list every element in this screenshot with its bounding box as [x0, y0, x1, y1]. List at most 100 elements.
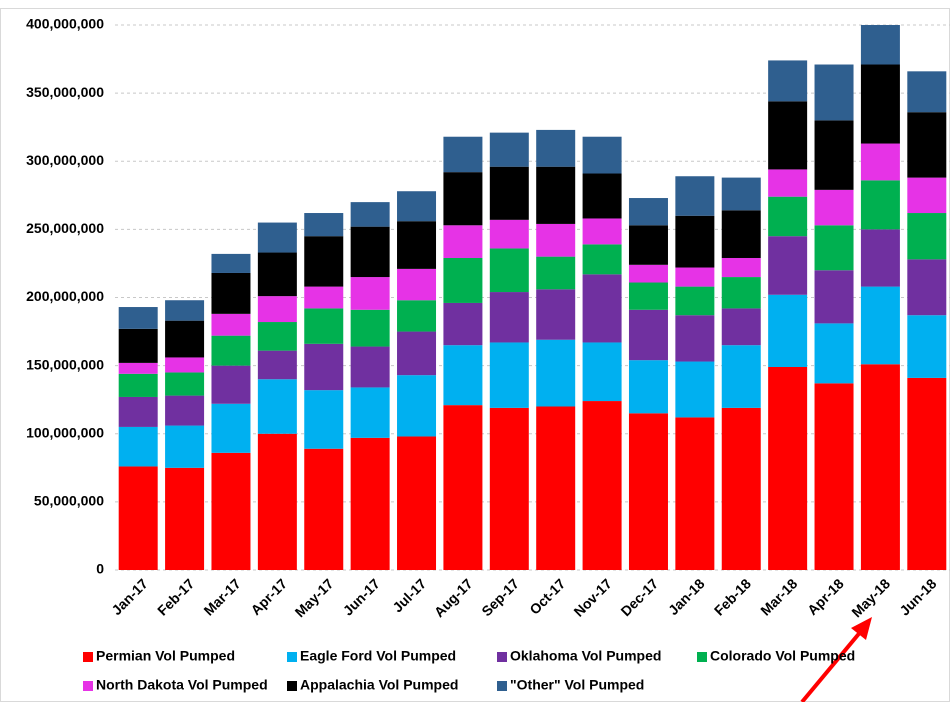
- bar-segment: [721, 407, 761, 570]
- bar-segment: [304, 448, 344, 570]
- bar-segment: [768, 169, 808, 197]
- bar-segment: [721, 177, 761, 211]
- bar-segment: [443, 136, 483, 173]
- bar-segment: [489, 166, 529, 220]
- legend-item: Appalachia Vol Pumped: [287, 677, 458, 693]
- bar-segment: [489, 292, 529, 343]
- legend-label: North Dakota Vol Pumped: [96, 677, 268, 693]
- bar-segment: [211, 365, 251, 404]
- x-tick-label: Oct-17: [526, 575, 568, 617]
- bar-segment: [165, 467, 205, 570]
- bar-segment: [489, 219, 529, 249]
- bar-segment: [536, 129, 576, 167]
- bar-segment: [675, 286, 715, 316]
- bar-segment: [814, 383, 854, 570]
- y-tick-label: 300,000,000: [26, 152, 104, 168]
- bar-segment: [582, 274, 622, 343]
- bar-segment: [860, 364, 900, 570]
- x-tick-label: May-18: [848, 575, 893, 620]
- y-tick-label: 0: [96, 561, 104, 577]
- bar-segment: [721, 277, 761, 309]
- bar-segment: [118, 307, 158, 329]
- bar-segment: [675, 215, 715, 268]
- bar-segment: [443, 345, 483, 406]
- legend-label: Appalachia Vol Pumped: [300, 677, 458, 693]
- legend-swatch: [83, 681, 93, 691]
- bar-segment: [907, 315, 947, 378]
- bar-segment: [628, 309, 668, 361]
- legend-swatch: [497, 681, 507, 691]
- bar-segment: [397, 191, 437, 222]
- x-tick-label: Mar-17: [200, 575, 243, 618]
- bar-segment: [860, 64, 900, 144]
- bar-segment: [860, 180, 900, 230]
- bar-segment: [304, 213, 344, 237]
- bar-segment: [814, 323, 854, 384]
- x-tick-label: Feb-17: [154, 575, 197, 618]
- bar-segment: [768, 196, 808, 237]
- bar-segment: [582, 218, 622, 245]
- bar-segment: [814, 270, 854, 324]
- bar-segment: [257, 379, 297, 434]
- bar-segment: [860, 25, 900, 65]
- bar-segment: [675, 176, 715, 216]
- bar-segment: [118, 396, 158, 427]
- bar-segment: [768, 60, 808, 102]
- bar-segment: [118, 328, 158, 363]
- x-tick-label: Nov-17: [570, 575, 614, 619]
- bar-segment: [397, 300, 437, 332]
- x-tick-label: Aug-17: [431, 575, 476, 620]
- x-tick-label: Jun-17: [340, 575, 383, 618]
- bar-segment: [675, 315, 715, 362]
- bar-segment: [675, 417, 715, 570]
- bar-segment: [350, 346, 390, 388]
- bar-segment: [721, 257, 761, 278]
- bar-segment: [257, 252, 297, 297]
- y-tick-label: 50,000,000: [34, 493, 104, 509]
- bar-segment: [211, 313, 251, 336]
- bar-segment: [536, 339, 576, 407]
- bar-segment: [628, 282, 668, 310]
- bar-segment: [489, 132, 529, 167]
- bar-segment: [814, 225, 854, 271]
- x-tick-label: Feb-18: [711, 575, 754, 618]
- y-tick-label: 350,000,000: [26, 84, 104, 100]
- bar-segment: [582, 401, 622, 570]
- y-tick-label: 200,000,000: [26, 288, 104, 304]
- bar-segment: [350, 309, 390, 347]
- x-tick-label: May-17: [292, 575, 337, 620]
- bar-segment: [814, 120, 854, 190]
- bar-segment: [628, 264, 668, 283]
- bar-segment: [397, 331, 437, 376]
- bar-segment: [304, 390, 344, 449]
- x-tick-label: Jun-18: [896, 575, 939, 618]
- bar-segment: [628, 225, 668, 265]
- bar-segment: [350, 226, 390, 278]
- bar-segment: [211, 452, 251, 570]
- bar-segment: [165, 320, 205, 358]
- y-tick-label: 100,000,000: [26, 424, 104, 440]
- bar-segment: [165, 425, 205, 468]
- bar-segment: [907, 71, 947, 113]
- bar-segment: [257, 222, 297, 253]
- bar-segment: [721, 308, 761, 346]
- bar-segment: [304, 343, 344, 391]
- legend-swatch: [497, 652, 507, 662]
- legend-label: Oklahoma Vol Pumped: [510, 648, 661, 664]
- legend-item: Permian Vol Pumped: [83, 648, 235, 664]
- bar-segment: [768, 101, 808, 170]
- bar-segment: [443, 257, 483, 303]
- bar-segment: [304, 236, 344, 287]
- bar-segment: [443, 225, 483, 258]
- bar-segment: [907, 377, 947, 570]
- bar-segment: [860, 229, 900, 287]
- bar-segment: [211, 272, 251, 314]
- x-tick-label: Mar-18: [757, 575, 800, 618]
- bar-segment: [768, 366, 808, 570]
- bar-segment: [443, 302, 483, 346]
- bar-segment: [582, 342, 622, 402]
- legend-swatch: [287, 681, 297, 691]
- legend-label: Eagle Ford Vol Pumped: [300, 648, 456, 664]
- bar-segment: [304, 286, 344, 309]
